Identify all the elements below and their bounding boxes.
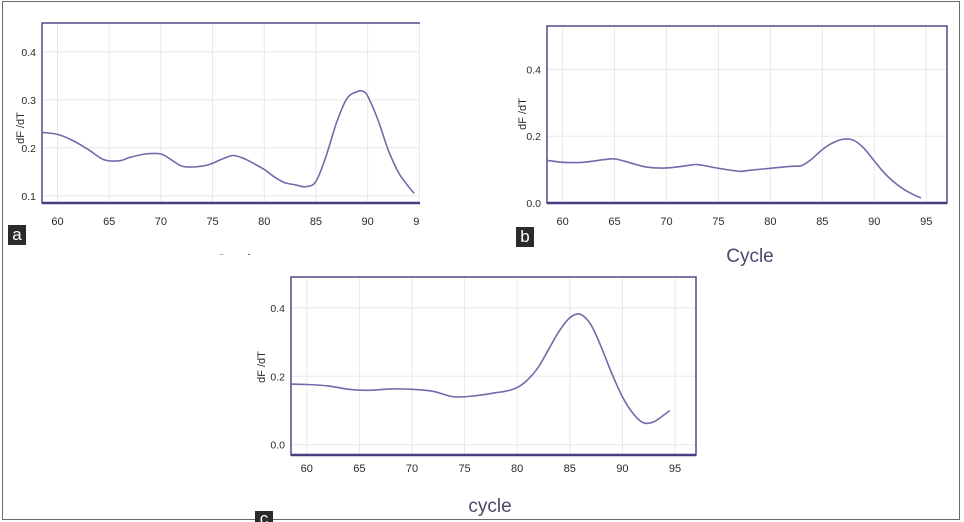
chart-b-y-tick-label: 0.4	[526, 64, 541, 76]
chart-a-x-tick-label: 70	[155, 216, 167, 228]
chart-a-y-tick-label: 0.4	[21, 47, 36, 59]
chart-a-x-tick-label: 60	[51, 216, 63, 228]
chart-b-y-tick-label: 0.2	[526, 131, 541, 143]
chart-c-series-line-0	[290, 313, 671, 425]
chart-c-x-tick-label: 70	[406, 463, 418, 475]
chart-a-x-tick-label: 90	[362, 216, 374, 228]
chart-c-x-tick-label: 80	[511, 463, 523, 475]
chart-c-x-tick-label: 95	[669, 463, 681, 475]
chart-b-x-tick-label: 95	[920, 216, 932, 228]
chart-c-y-tick-label: 0.2	[270, 371, 285, 383]
chart-a-plot-frame	[41, 22, 420, 204]
panel-label-c: c	[255, 511, 273, 522]
chart-b-x-tick-label: 65	[608, 216, 620, 228]
chart-b-x-tick-label: 70	[660, 216, 672, 228]
panel-label-a: a	[8, 225, 26, 245]
chart-a-x-tick-label: 75	[206, 216, 218, 228]
chart-b-x-tick-label: 60	[556, 216, 568, 228]
chart-a: 60 65 70 75 80 85 90 95 0.1 0.2 0.3 0.4 dF /dT Cycle	[15, 22, 420, 255]
chart-c-y-tick-label: 0.4	[270, 303, 285, 315]
chart-c-y-axis-label: dF /dT	[256, 351, 268, 383]
chart-b: 60 65 70 75 80 85 90 95 0.0 0.2 0.4 dF /dT Cycle	[517, 25, 948, 267]
chart-c: 60 65 70 75 80 85 90 95 0.0 0.2 0.4 dF /dT cycle	[256, 276, 697, 517]
chart-b-x-axis-label: Cycle	[726, 246, 774, 267]
chart-c-x-tick-label: 75	[458, 463, 470, 475]
chart-c-x-tick-label: 60	[301, 463, 313, 475]
chart-a-x-axis-label: Cycle	[214, 252, 262, 255]
chart-c-x-tick-label: 85	[564, 463, 576, 475]
chart-c-x-tick-label: 90	[616, 463, 628, 475]
chart-a-x-tick-label: 85	[310, 216, 322, 228]
chart-b-x-tick-label: 85	[816, 216, 828, 228]
chart-b-series-line-0	[546, 138, 922, 199]
chart-b-x-tick-label: 90	[868, 216, 880, 228]
chart-a-y-tick-label: 0.1	[21, 191, 36, 203]
chart-a-x-tick-label: 80	[258, 216, 270, 228]
chart-b-y-tick-label: 0.0	[526, 198, 541, 210]
chart-b-y-axis-label: dF /dT	[517, 98, 529, 130]
chart-b-x-tick-label: 75	[712, 216, 724, 228]
chart-c-x-tick-label: 65	[353, 463, 365, 475]
panel-label-b: b	[516, 227, 534, 247]
chart-a-y-axis-label: dF /dT	[15, 112, 27, 144]
chart-a-series-line-0	[41, 89, 415, 194]
chart-a-x-tick-label: 65	[103, 216, 115, 228]
chart-a-x-tick-label: 95	[413, 216, 420, 228]
chart-b-x-tick-label: 80	[764, 216, 776, 228]
chart-a-y-tick-label: 0.2	[21, 143, 36, 155]
chart-c-y-tick-label: 0.0	[270, 440, 285, 452]
chart-c-plot-frame	[290, 276, 697, 456]
chart-a-y-tick-label: 0.3	[21, 95, 36, 107]
chart-c-x-axis-label: cycle	[468, 496, 511, 517]
